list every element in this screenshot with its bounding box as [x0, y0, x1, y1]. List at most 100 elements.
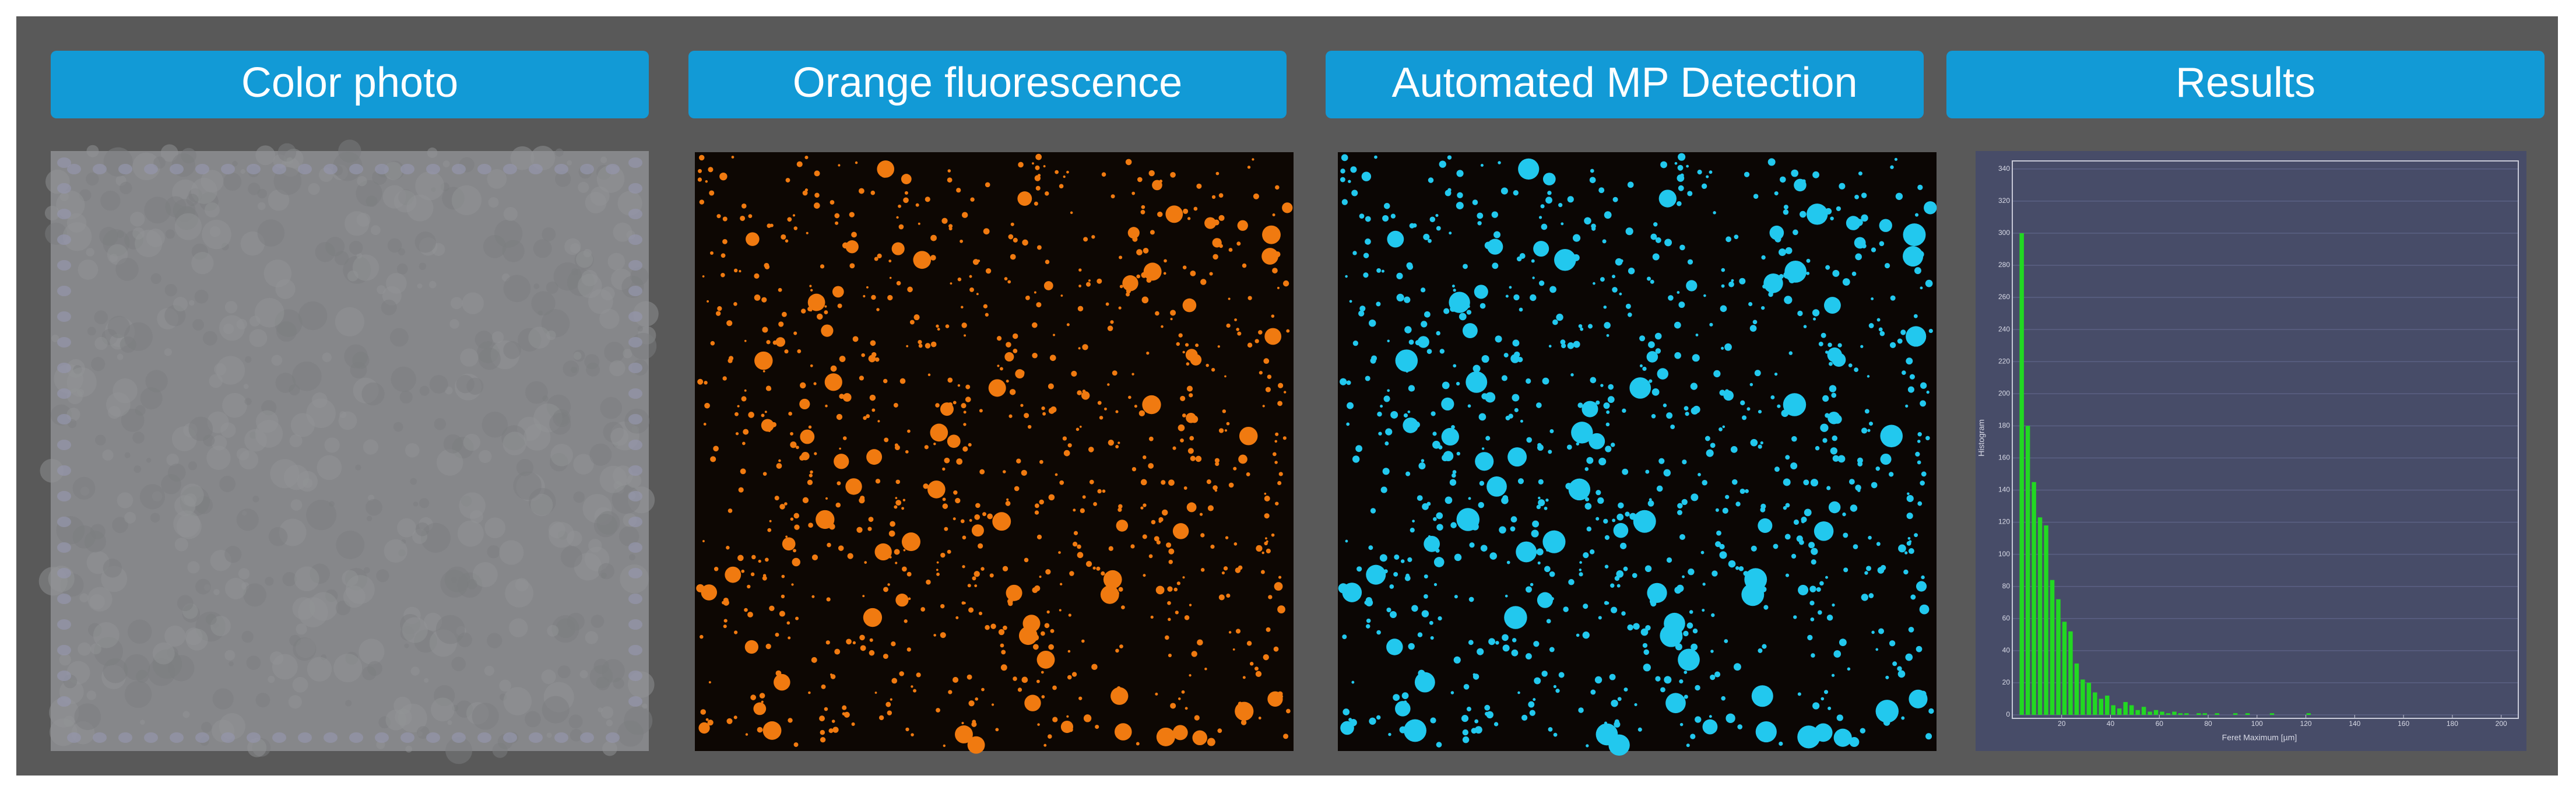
particle [1758, 409, 1762, 414]
particle [925, 197, 930, 202]
particle [1128, 395, 1131, 399]
texture [252, 496, 259, 503]
particle [1720, 305, 1727, 313]
particle [1048, 383, 1054, 390]
particle [1656, 485, 1663, 492]
texture [108, 406, 121, 419]
particle [1542, 377, 1549, 385]
particle [1657, 368, 1669, 380]
particle [1722, 507, 1728, 514]
texture [188, 416, 213, 441]
particle [970, 197, 975, 202]
texture [334, 251, 349, 265]
particle [1878, 327, 1883, 332]
grid-dot [554, 732, 568, 743]
particle [1561, 343, 1566, 349]
particle [726, 320, 733, 327]
particle [989, 573, 994, 578]
texture [255, 693, 270, 708]
grid-dot [628, 388, 642, 399]
texture [393, 190, 417, 213]
bar [2197, 713, 2201, 715]
particle [762, 721, 782, 740]
particle [1234, 318, 1237, 321]
particle [1906, 494, 1914, 503]
particle [902, 566, 907, 572]
particle [1871, 482, 1878, 489]
particle [1738, 566, 1744, 571]
grid-dot [57, 645, 71, 655]
particle [1691, 493, 1699, 501]
texture [44, 205, 60, 221]
grid-dot [57, 286, 71, 296]
particle [775, 337, 786, 347]
particle [1710, 674, 1716, 680]
particle [1498, 161, 1501, 164]
particle [1263, 358, 1270, 364]
particle [1352, 455, 1360, 463]
particle [1436, 331, 1440, 336]
particle [703, 423, 707, 426]
particle [1674, 162, 1678, 165]
particle [1480, 545, 1488, 552]
particle [1342, 634, 1347, 640]
particle [1161, 325, 1164, 328]
particle [883, 654, 888, 659]
particle [1107, 383, 1110, 386]
particle [735, 412, 739, 416]
particle [1611, 606, 1618, 613]
particle [1168, 653, 1172, 658]
particle [1006, 342, 1011, 348]
particle [1538, 280, 1545, 286]
bar [2172, 711, 2177, 715]
particle [1228, 248, 1233, 252]
particle [1917, 251, 1924, 258]
particle [1080, 508, 1085, 514]
particle [1606, 334, 1609, 337]
particle [1097, 278, 1102, 284]
particle [809, 473, 813, 478]
texture [367, 515, 372, 521]
particle [1597, 497, 1604, 504]
particle [1608, 734, 1630, 756]
particle [953, 401, 957, 405]
particle [1032, 162, 1034, 165]
particle [781, 234, 786, 240]
particle [1744, 171, 1750, 177]
particle [1828, 706, 1832, 710]
particle [866, 449, 883, 465]
particle [1393, 694, 1400, 701]
particle [1578, 324, 1583, 328]
particle [834, 213, 840, 219]
grid-dot [628, 363, 642, 373]
texture [192, 319, 204, 331]
particle [1825, 576, 1828, 579]
particle [1625, 303, 1631, 309]
texture [445, 737, 473, 764]
particle [1590, 377, 1597, 384]
particle [1616, 513, 1624, 521]
texture [216, 356, 245, 385]
particle [963, 410, 967, 414]
particle [842, 436, 847, 440]
particle [1178, 424, 1185, 431]
particle [1512, 394, 1520, 402]
texture [404, 643, 409, 648]
particle [1436, 512, 1443, 520]
particle [1616, 584, 1621, 588]
texture [472, 703, 499, 730]
particle [947, 377, 953, 383]
grid-dot [57, 157, 71, 168]
grid-dot [375, 164, 389, 174]
particle [972, 576, 976, 581]
particle [1010, 254, 1016, 260]
particle [950, 282, 953, 285]
particle [1909, 374, 1915, 380]
particle [1514, 408, 1519, 412]
texture [115, 258, 139, 281]
particle [1897, 193, 1902, 198]
particle [1533, 641, 1540, 647]
particle [1436, 742, 1442, 748]
particle [891, 641, 896, 647]
particle [1265, 537, 1267, 540]
